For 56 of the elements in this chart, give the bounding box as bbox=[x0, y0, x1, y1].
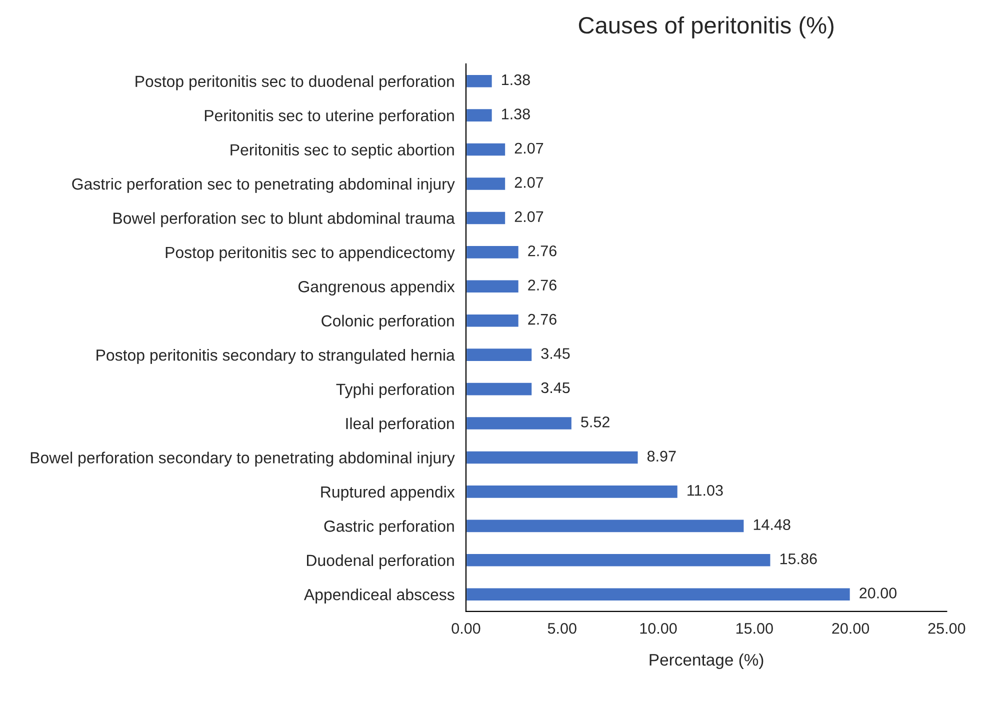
data-label: 11.03 bbox=[688, 484, 723, 496]
y-tick-label: Gastric perforation sec to penetrating abdominal injury bbox=[72, 178, 455, 193]
data-label: 20.00 bbox=[860, 588, 896, 598]
data-label: 2.07 bbox=[514, 177, 544, 188]
x-tick-label: 25.00 bbox=[928, 622, 966, 634]
data-label: 8.97 bbox=[647, 450, 676, 462]
y-tick-label: Ileal perforation bbox=[346, 417, 454, 432]
y-tick-label: Bowel perforation secondary to penetrating abdominal injury bbox=[30, 452, 455, 467]
y-tick-label: Postop peritonitis sec to appendicectomy bbox=[166, 246, 455, 262]
data-label: 14.48 bbox=[754, 519, 790, 530]
data-label: 2.76 bbox=[528, 314, 556, 325]
chart-title: Causes of peritonitis (%) bbox=[578, 16, 834, 38]
data-label: 1.38 bbox=[502, 108, 530, 120]
data-label: 5.52 bbox=[581, 416, 610, 428]
y-tick-label: Appendiceal abscess bbox=[304, 588, 454, 604]
y-tick-label: Gastric perforation bbox=[324, 520, 454, 536]
y-tick-label: Postop peritonitis sec to duodenal perforation bbox=[136, 75, 454, 90]
x-tick-label: 10.00 bbox=[640, 622, 677, 634]
bar bbox=[466, 484, 679, 500]
data-label: 3.45 bbox=[541, 382, 570, 394]
y-tick-label: Duodenal perforation bbox=[307, 554, 454, 570]
bar bbox=[466, 108, 494, 123]
y-tick-label: Typhi perforation bbox=[336, 383, 454, 398]
data-label: 3.45 bbox=[541, 348, 570, 359]
bar bbox=[466, 586, 852, 602]
bar bbox=[466, 313, 520, 328]
data-label: 15.86 bbox=[780, 553, 817, 564]
data-label: 2.07 bbox=[514, 211, 544, 222]
bar bbox=[466, 347, 534, 362]
bar bbox=[466, 244, 520, 260]
bar bbox=[466, 552, 772, 568]
bar bbox=[466, 74, 494, 89]
data-label: 1.38 bbox=[502, 74, 530, 86]
y-tick-label: Postop peritonitis secondary to strangulated hernia bbox=[96, 349, 455, 364]
y-tick-label: Bowel perforation sec to blunt abdominal trauma bbox=[113, 212, 455, 228]
y-tick-label: Peritonitis sec to uterine perforation bbox=[204, 110, 454, 124]
data-label: 2.76 bbox=[528, 280, 556, 290]
data-label: 2.07 bbox=[514, 142, 544, 154]
bar bbox=[466, 382, 534, 397]
x-axis-title: Percentage (%) bbox=[650, 653, 764, 670]
y-tick-label: Peritonitis sec to septic abortion bbox=[230, 144, 454, 159]
bar bbox=[466, 518, 746, 534]
bar bbox=[466, 450, 640, 466]
data-label: 2.76 bbox=[528, 245, 556, 256]
x-tick-label: 15.00 bbox=[736, 622, 773, 634]
bar bbox=[466, 210, 506, 226]
bar bbox=[466, 416, 573, 431]
x-tick-label: 5.00 bbox=[548, 622, 576, 634]
x-tick-label: 0.00 bbox=[452, 622, 480, 634]
bar bbox=[466, 176, 506, 192]
bar bbox=[466, 142, 506, 158]
x-tick-label: 20.00 bbox=[832, 622, 870, 634]
y-tick-label: Ruptured appendix bbox=[321, 486, 455, 501]
bar bbox=[466, 278, 520, 294]
y-tick-label: Gangrenous appendix bbox=[298, 280, 455, 296]
y-tick-label: Colonic perforation bbox=[322, 314, 454, 330]
